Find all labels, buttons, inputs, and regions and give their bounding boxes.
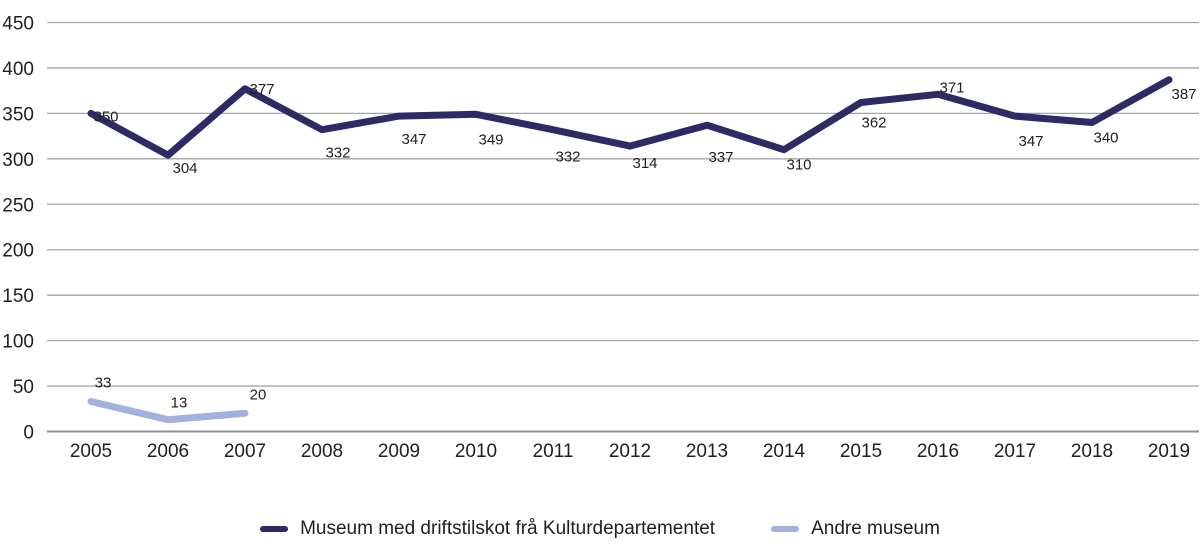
y-axis-tick-label: 150 — [2, 286, 34, 307]
data-label-series-0: 314 — [632, 155, 657, 172]
data-label-series-1: 33 — [95, 375, 112, 392]
y-axis-tick-label: 300 — [2, 150, 34, 171]
data-label-series-0: 387 — [1171, 86, 1196, 103]
x-axis-tick-label: 2019 — [1148, 441, 1190, 462]
data-label-series-0: 347 — [401, 131, 426, 148]
data-label-series-0: 371 — [939, 79, 964, 96]
x-axis-tick-label: 2012 — [609, 441, 651, 462]
x-axis-tick-label: 2016 — [917, 441, 959, 462]
x-axis-tick-label: 2006 — [147, 441, 189, 462]
data-label-series-0: 332 — [555, 149, 580, 166]
y-axis-tick-label: 450 — [2, 14, 34, 35]
legend-marker-dark-line-icon — [260, 526, 289, 532]
x-axis-tick-label: 2014 — [763, 441, 806, 462]
line-chart: 450 400 350 300 250 200 150 100 50 0 2005 2006 2007 2… — [2, 14, 1199, 462]
data-label-series-0: 310 — [786, 157, 811, 174]
chart-legend: Museum med driftstilskot frå Kulturdepar… — [0, 518, 1200, 540]
x-axis-tick-label: 2018 — [1071, 441, 1113, 462]
data-label-series-0: 350 — [93, 108, 118, 125]
y-axis-tick-label: 0 — [23, 423, 34, 444]
x-axis-tick-label: 2008 — [301, 441, 343, 462]
data-label-series-0: 332 — [325, 145, 350, 162]
data-label-series-1: 13 — [171, 395, 188, 412]
y-axis-tick-label: 50 — [13, 377, 34, 398]
data-label-series-0: 377 — [249, 81, 274, 98]
data-label-series-1: 20 — [250, 386, 267, 403]
data-label-series-0: 349 — [478, 131, 503, 148]
legend-item-museum-med-driftstilskot: Museum med driftstilskot frå Kulturdepar… — [260, 518, 715, 540]
data-label-series-0: 340 — [1093, 129, 1118, 146]
series-line-1 — [87, 398, 249, 424]
x-axis-tick-label: 2015 — [840, 441, 882, 462]
data-label-series-0: 347 — [1018, 133, 1043, 150]
y-axis-tick-label: 250 — [2, 195, 34, 216]
y-axis-tick-label: 100 — [2, 332, 34, 353]
x-axis-tick-label: 2010 — [455, 441, 497, 462]
x-axis-tick-label: 2007 — [224, 441, 266, 462]
y-axis-tick-label: 400 — [2, 59, 34, 80]
x-axis-tick-label: 2017 — [994, 441, 1036, 462]
y-axis-tick-label: 350 — [2, 104, 34, 125]
x-axis-tick-label: 2009 — [378, 441, 420, 462]
data-label-series-0: 337 — [708, 149, 733, 166]
x-axis-tick-label: 2011 — [533, 441, 574, 462]
series-line-0 — [87, 76, 1173, 159]
y-axis-tick-label: 200 — [2, 241, 34, 262]
x-axis-tick-label: 2013 — [686, 441, 728, 462]
legend-item-andre-museum: Andre museum — [771, 518, 940, 540]
legend-label-andre-museum: Andre museum — [811, 518, 940, 539]
data-label-series-0: 362 — [861, 114, 886, 131]
x-axis-tick-label: 2005 — [70, 441, 112, 462]
data-label-series-0: 304 — [172, 160, 197, 177]
legend-label-museum-med-driftstilskot: Museum med driftstilskot frå Kulturdepar… — [300, 518, 716, 539]
legend-marker-light-line-icon — [771, 526, 800, 532]
